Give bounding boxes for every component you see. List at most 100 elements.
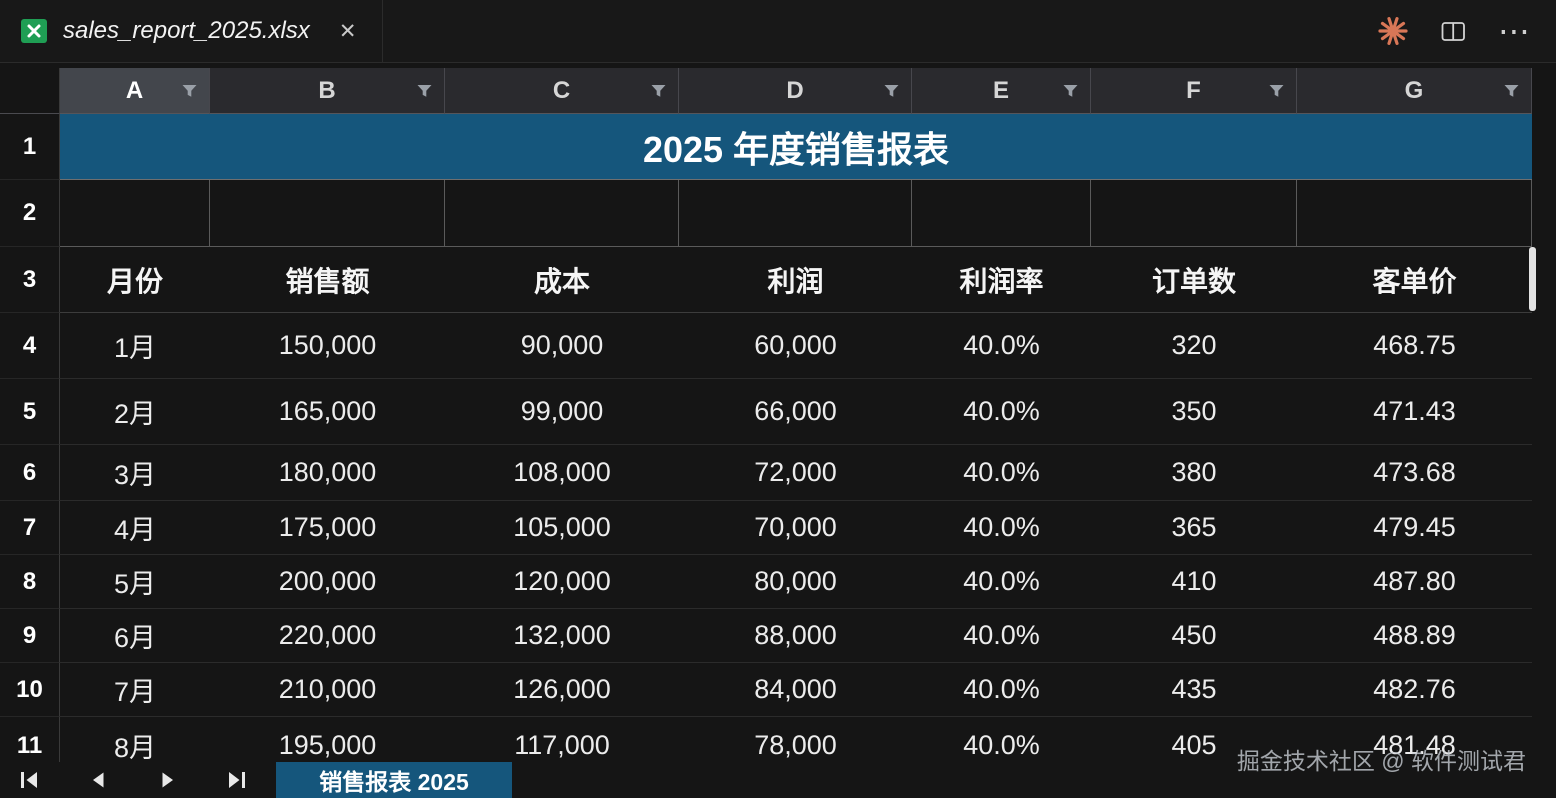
cell[interactable]: 7月 [60, 663, 210, 717]
cell[interactable]: 70,000 [679, 501, 912, 555]
cell[interactable]: 4月 [60, 501, 210, 555]
cell[interactable]: 320 [1091, 313, 1297, 379]
cell[interactable]: 468.75 [1297, 313, 1532, 379]
cell[interactable] [1297, 180, 1532, 247]
cell[interactable]: 105,000 [445, 501, 679, 555]
row-number[interactable]: 2 [0, 180, 60, 247]
cell[interactable] [445, 180, 679, 247]
header-cell[interactable]: 月份 [60, 247, 210, 313]
filter-icon[interactable] [651, 84, 666, 97]
cell[interactable]: 40.0% [912, 717, 1091, 775]
cell[interactable]: 88,000 [679, 609, 912, 663]
row-number[interactable]: 4 [0, 313, 60, 379]
row-number[interactable]: 7 [0, 501, 60, 555]
row-number[interactable]: 9 [0, 609, 60, 663]
next-sheet-icon[interactable] [156, 768, 180, 792]
filter-icon[interactable] [884, 84, 899, 97]
cell[interactable]: 473.68 [1297, 445, 1532, 501]
select-all-corner[interactable] [0, 68, 60, 114]
column-header-c[interactable]: C [445, 68, 679, 114]
filter-icon[interactable] [1269, 84, 1284, 97]
cell[interactable]: 450 [1091, 609, 1297, 663]
cell[interactable]: 40.0% [912, 609, 1091, 663]
filter-icon[interactable] [1063, 84, 1078, 97]
cell[interactable]: 126,000 [445, 663, 679, 717]
cell[interactable] [679, 180, 912, 247]
row-number[interactable]: 8 [0, 555, 60, 609]
close-tab-icon[interactable]: ✕ [338, 19, 357, 43]
cell[interactable]: 479.45 [1297, 501, 1532, 555]
cell[interactable]: 60,000 [679, 313, 912, 379]
cell[interactable]: 72,000 [679, 445, 912, 501]
cell[interactable]: 40.0% [912, 555, 1091, 609]
cell[interactable]: 210,000 [210, 663, 445, 717]
header-cell[interactable]: 利润率 [912, 247, 1091, 313]
first-sheet-icon[interactable] [16, 768, 40, 792]
cell[interactable]: 66,000 [679, 379, 912, 445]
cell[interactable]: 487.80 [1297, 555, 1532, 609]
cell[interactable]: 1月 [60, 313, 210, 379]
split-view-icon[interactable] [1441, 20, 1466, 43]
column-header-d[interactable]: D [679, 68, 912, 114]
cell[interactable]: 2月 [60, 379, 210, 445]
cell[interactable]: 482.76 [1297, 663, 1532, 717]
header-cell[interactable]: 订单数 [1091, 247, 1297, 313]
cell[interactable]: 108,000 [445, 445, 679, 501]
cell[interactable]: 40.0% [912, 313, 1091, 379]
more-options-icon[interactable]: ⋯ [1498, 13, 1532, 49]
previous-sheet-icon[interactable] [86, 768, 110, 792]
cell[interactable]: 365 [1091, 501, 1297, 555]
cell[interactable]: 90,000 [445, 313, 679, 379]
cell[interactable]: 220,000 [210, 609, 445, 663]
cell[interactable]: 3月 [60, 445, 210, 501]
sheet-tab-active[interactable]: 销售报表 2025 [276, 762, 512, 798]
cell[interactable]: 350 [1091, 379, 1297, 445]
cell[interactable]: 84,000 [679, 663, 912, 717]
filter-icon[interactable] [182, 84, 197, 97]
column-header-a[interactable]: A [60, 68, 210, 114]
cell[interactable]: 488.89 [1297, 609, 1532, 663]
row-number[interactable]: 10 [0, 663, 60, 717]
filter-icon[interactable] [417, 84, 432, 97]
cell[interactable]: 40.0% [912, 445, 1091, 501]
cell[interactable]: 99,000 [445, 379, 679, 445]
filter-icon[interactable] [1504, 84, 1519, 97]
cell[interactable]: 132,000 [445, 609, 679, 663]
cell[interactable] [912, 180, 1091, 247]
last-sheet-icon[interactable] [226, 768, 250, 792]
column-header-e[interactable]: E [912, 68, 1091, 114]
cell[interactable]: 40.0% [912, 663, 1091, 717]
cell[interactable]: 435 [1091, 663, 1297, 717]
vertical-scrollbar-thumb[interactable] [1529, 247, 1536, 311]
cell[interactable] [210, 180, 445, 247]
row-number[interactable]: 5 [0, 379, 60, 445]
cell[interactable]: 120,000 [445, 555, 679, 609]
cell[interactable]: 200,000 [210, 555, 445, 609]
cell[interactable]: 150,000 [210, 313, 445, 379]
row-number[interactable]: 6 [0, 445, 60, 501]
cell[interactable]: 471.43 [1297, 379, 1532, 445]
row-number[interactable]: 1 [0, 114, 60, 180]
row-number[interactable]: 3 [0, 247, 60, 313]
cell[interactable]: 6月 [60, 609, 210, 663]
cell[interactable]: 410 [1091, 555, 1297, 609]
column-header-f[interactable]: F [1091, 68, 1297, 114]
cell[interactable]: 40.0% [912, 379, 1091, 445]
cell[interactable]: 5月 [60, 555, 210, 609]
starburst-icon[interactable] [1377, 15, 1409, 47]
cell[interactable]: 40.0% [912, 501, 1091, 555]
cell[interactable]: 175,000 [210, 501, 445, 555]
cell[interactable]: 380 [1091, 445, 1297, 501]
column-header-b[interactable]: B [210, 68, 445, 114]
cell[interactable]: 80,000 [679, 555, 912, 609]
header-cell[interactable]: 客单价 [1297, 247, 1532, 313]
header-cell[interactable]: 销售额 [210, 247, 445, 313]
cell[interactable]: 180,000 [210, 445, 445, 501]
cell[interactable]: 165,000 [210, 379, 445, 445]
file-tab[interactable]: sales_report_2025.xlsx ✕ [0, 0, 384, 62]
header-cell[interactable]: 成本 [445, 247, 679, 313]
report-title-cell[interactable]: 2025 年度销售报表 [60, 114, 1532, 180]
cell[interactable] [1091, 180, 1297, 247]
header-cell[interactable]: 利润 [679, 247, 912, 313]
column-header-g[interactable]: G [1297, 68, 1532, 114]
